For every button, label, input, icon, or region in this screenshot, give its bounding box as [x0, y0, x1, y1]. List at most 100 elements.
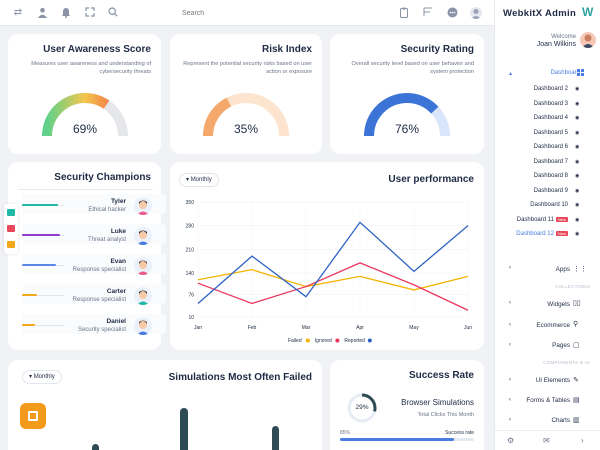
sidebar-subitem-dashboard[interactable]: Dashboard 11 New — [516, 216, 568, 223]
sidebar-item-ui-elements[interactable]: UI Elements — [535, 377, 570, 384]
sidebar-subitem-dashboard[interactable]: Dashboard 5 — [534, 130, 568, 136]
forms-icon: ▤ — [573, 397, 580, 404]
layout-icon[interactable] — [422, 7, 434, 19]
chevron-left-icon: ‹ — [509, 265, 511, 271]
sidebar-subitem-dashboard[interactable]: Dashboard 3 — [534, 101, 568, 107]
sidebar-subitem-dashboard[interactable]: Dashboard 6 — [534, 144, 568, 150]
search-input[interactable] — [118, 4, 268, 22]
series-line-reported — [197, 221, 469, 304]
gauge-value: 69% — [72, 122, 98, 136]
subitem-label: Dashboard 11 — [516, 216, 554, 223]
subitem-label: Dashboard 6 — [533, 144, 568, 150]
awareness-card: User Awareness Score Measures user aware… — [8, 34, 161, 154]
chevron-down-icon: ▴ — [509, 71, 513, 77]
search-icon[interactable] — [107, 7, 119, 19]
dropdown-label: Monthly — [33, 374, 55, 380]
power-icon[interactable]: › — [581, 436, 584, 445]
ring-value: 29% — [355, 404, 369, 411]
avatar[interactable] — [470, 7, 482, 19]
champion-row[interactable] — [22, 194, 166, 214]
section-heading: COLLECTIONS — [554, 284, 590, 289]
bell-icon[interactable] — [60, 7, 72, 19]
top-bar: ⇄ — [0, 0, 494, 26]
card-description: Represent the potential security risks b… — [183, 61, 312, 75]
eye-icon: ◉ — [575, 158, 580, 165]
help-fab-button[interactable] — [20, 403, 46, 429]
card-title: Security Rating — [400, 44, 474, 55]
mail-icon[interactable]: ✉ — [543, 436, 550, 445]
champion-avatar — [134, 227, 152, 245]
sidebar-subitem-dashboard[interactable]: Dashboard 10 — [530, 202, 568, 208]
champion-avatar — [134, 287, 152, 305]
success-caption: Success rate — [445, 430, 474, 436]
champion-row[interactable] — [22, 254, 166, 274]
chevron-left-icon: ‹ — [509, 377, 511, 383]
eye-icon: ◉ — [575, 202, 580, 208]
sidebar-item-apps[interactable]: Apps — [555, 266, 570, 273]
success-subtitle: Total Clicks This Month — [417, 412, 474, 418]
sidebar-item-widgets[interactable]: Widgets — [547, 301, 570, 308]
champion-role: Ethical hacker — [88, 207, 126, 213]
legend-label: Ignored — [315, 338, 332, 344]
subitem-label: Dashboard 10 — [530, 202, 568, 208]
divider — [18, 189, 153, 190]
progress-bar — [22, 264, 56, 266]
clipboard-icon[interactable] — [398, 7, 410, 19]
expand-icon[interactable] — [84, 7, 96, 19]
sidebar-subitem-dashboard[interactable]: Dashboard 8 — [534, 173, 568, 179]
subitem-label: Dashboard 8 — [533, 173, 568, 179]
sidebar-subitem-dashboard[interactable]: Dashboard 2 — [534, 86, 568, 92]
legend-swatch — [335, 338, 340, 343]
champion-avatar — [134, 197, 152, 215]
user-icon[interactable] — [36, 7, 48, 19]
progress-bar — [22, 234, 60, 236]
chat-widget-icon[interactable] — [7, 209, 15, 216]
sidebar-subitem-dashboard[interactable]: Dashboard 12 New — [516, 231, 568, 237]
success-track — [340, 438, 474, 441]
legend-swatch — [305, 338, 310, 343]
y-tick-label: 280 — [186, 224, 195, 230]
subitem-label: Dashboard 5 — [533, 129, 568, 136]
sidebar: WebkitX Admin W Welcome Joan Wilkins ▴ D… — [494, 0, 600, 450]
sidebar-subitem-dashboard[interactable]: Dashboard 7 — [534, 159, 568, 165]
gauge-value: 35% — [233, 122, 259, 136]
progress-track — [22, 325, 64, 326]
user-avatar[interactable] — [580, 32, 596, 48]
champion-row[interactable] — [22, 284, 166, 304]
eye-icon: ◉ — [575, 144, 580, 150]
card-description: Measures user awareness and understandin… — [31, 61, 151, 75]
bar — [180, 408, 188, 450]
sidebar-item-dashboard[interactable]: Dashboard — [550, 70, 580, 76]
folder-widget-icon[interactable] — [7, 241, 15, 248]
x-tick-label: Jan — [194, 325, 202, 331]
champion-row[interactable] — [22, 224, 166, 244]
mail-widget-icon[interactable] — [7, 225, 15, 232]
sidebar-item-ecommerce[interactable]: Ecommerce — [536, 322, 570, 329]
settings-icon[interactable]: ⚙ — [507, 436, 515, 445]
chevron-left-icon: ‹ — [509, 417, 511, 423]
sidebar-footer: ⚙ ✉ › — [495, 430, 600, 450]
shuffle-icon[interactable]: ⇄ — [13, 7, 23, 18]
new-badge: New — [555, 231, 568, 236]
section-heading: COMPONENTS & UI — [543, 360, 590, 365]
champion-name: Luke — [110, 228, 126, 235]
sidebar-subitem-dashboard[interactable]: Dashboard 4 — [534, 115, 568, 121]
sidebar-item-forms-tables[interactable]: Forms & Tables — [526, 397, 570, 404]
sidebar-item-charts[interactable]: Charts — [551, 417, 570, 424]
success-card: Success Rate 29% Browser Simulations Tot… — [330, 360, 484, 450]
dropdown-label: Monthly — [190, 177, 212, 183]
sidebar-item-pages[interactable]: Pages — [552, 342, 570, 349]
period-dropdown[interactable]: ▾ Monthly — [179, 173, 219, 187]
y-tick-label: 350 — [186, 200, 195, 206]
chevron-left-icon: ‹ — [509, 300, 511, 306]
y-tick-label: 210 — [186, 247, 195, 253]
champion-row[interactable] — [22, 314, 166, 334]
champion-avatar — [134, 257, 152, 275]
champion-name: Evan — [110, 258, 126, 265]
risk-card: Risk Index Represent the potential secur… — [170, 34, 322, 154]
chat-icon[interactable] — [446, 7, 458, 19]
sidebar-subitem-dashboard[interactable]: Dashboard 9 — [534, 188, 568, 194]
success-ring — [347, 393, 377, 423]
charts-icon: ▥ — [573, 417, 580, 424]
period-dropdown[interactable]: ▾ Monthly — [22, 370, 62, 384]
